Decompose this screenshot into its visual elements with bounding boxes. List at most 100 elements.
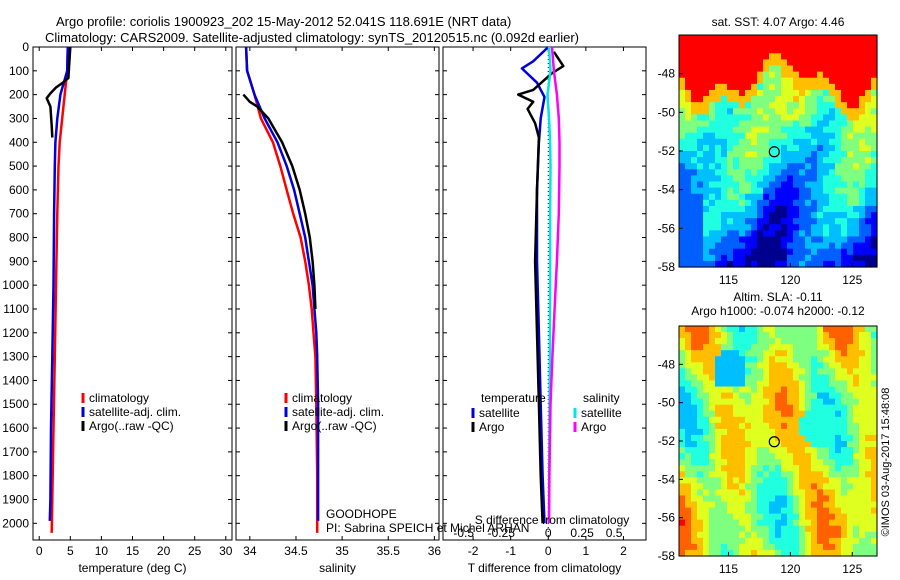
map-cell <box>745 434 752 442</box>
map-cell <box>775 96 782 103</box>
map-cell <box>793 356 800 363</box>
map-cell <box>805 362 812 369</box>
map-cell <box>703 507 710 515</box>
map-cell <box>817 132 824 140</box>
map-cell <box>757 71 764 79</box>
map-cell <box>805 260 812 268</box>
map-cell <box>733 441 740 448</box>
map-cell <box>793 144 800 152</box>
map-cell <box>703 344 710 351</box>
map-cell <box>859 260 866 268</box>
map-cell <box>871 447 878 454</box>
y-tick-label: 100 <box>9 64 29 78</box>
x-tick-label: 115 <box>719 562 738 576</box>
map-cell <box>835 77 842 85</box>
map-cell <box>853 459 860 466</box>
map-cell <box>733 344 740 351</box>
map-cell <box>721 132 728 140</box>
map-cell <box>793 53 800 61</box>
map-cell <box>709 356 716 363</box>
map-cell <box>763 434 770 442</box>
map-cell <box>799 59 806 67</box>
map-cell <box>709 236 716 244</box>
map-cell <box>865 495 872 503</box>
map-cell <box>733 477 740 484</box>
map-cell <box>775 489 782 497</box>
map-cell <box>829 495 836 503</box>
map-cell <box>823 326 830 333</box>
map-cell <box>799 47 806 54</box>
map-cell <box>733 392 740 400</box>
map-cell <box>853 386 860 394</box>
map-cell <box>835 356 842 363</box>
map-cell <box>775 83 782 91</box>
map-cell <box>745 199 752 207</box>
map-cell <box>739 422 746 430</box>
map-cell <box>805 549 812 557</box>
map-cell <box>787 416 794 424</box>
map-cell <box>793 102 800 109</box>
map-cell <box>781 374 788 382</box>
map-cell <box>757 102 764 109</box>
map-cell <box>793 386 800 394</box>
map-cell <box>829 41 836 48</box>
map-cell <box>805 537 812 545</box>
map-cell <box>787 96 794 103</box>
map-cell <box>733 218 740 225</box>
map-cell <box>763 218 770 225</box>
map-cell <box>739 495 746 503</box>
series-line-1 <box>516 51 565 524</box>
map-cell <box>853 169 860 177</box>
map-cell <box>703 338 710 345</box>
map-cell <box>781 344 788 351</box>
map-cell <box>769 254 776 262</box>
map-cell <box>847 513 854 521</box>
map-cell <box>853 338 860 345</box>
map-cell <box>823 368 830 376</box>
map-cell <box>871 260 878 268</box>
map-cell <box>685 114 692 122</box>
map-cell <box>685 89 692 97</box>
map-cell <box>841 404 848 412</box>
map-cell <box>739 41 746 48</box>
map-cell <box>709 187 716 195</box>
map-cell <box>829 187 836 195</box>
map-cell <box>787 77 794 85</box>
map-cell <box>853 434 860 442</box>
map-cell <box>859 356 866 363</box>
map-cell <box>727 326 734 333</box>
map-cell <box>685 187 692 195</box>
map-cell <box>859 230 866 238</box>
map-cell <box>799 495 806 503</box>
map-cell <box>817 410 824 418</box>
map-cell <box>805 374 812 382</box>
map-cell <box>859 187 866 195</box>
map-cell <box>799 71 806 79</box>
map-cell <box>697 35 704 42</box>
map-cell <box>787 83 794 91</box>
map-cell <box>715 47 722 54</box>
map-cell <box>823 144 830 152</box>
map-cell <box>859 224 866 231</box>
map-cell <box>841 332 848 339</box>
map-cell <box>823 453 830 460</box>
map-cell <box>685 350 692 357</box>
map-cell <box>817 507 824 515</box>
map-cell <box>823 489 830 497</box>
map-cell <box>823 495 830 503</box>
panel-frame <box>32 46 233 541</box>
map-cell <box>715 126 722 134</box>
map-cell <box>691 543 698 551</box>
map-cell <box>715 254 722 262</box>
map-cell <box>853 181 860 189</box>
map-cell <box>679 447 686 454</box>
map-cell <box>763 477 770 484</box>
map-cell <box>697 108 704 115</box>
map-cell <box>775 254 782 262</box>
map-cell <box>871 386 878 394</box>
map-cell <box>841 453 848 460</box>
map-cell <box>727 47 734 54</box>
map-cell <box>691 332 698 339</box>
map-cell <box>871 242 878 250</box>
map-cell <box>775 89 782 97</box>
